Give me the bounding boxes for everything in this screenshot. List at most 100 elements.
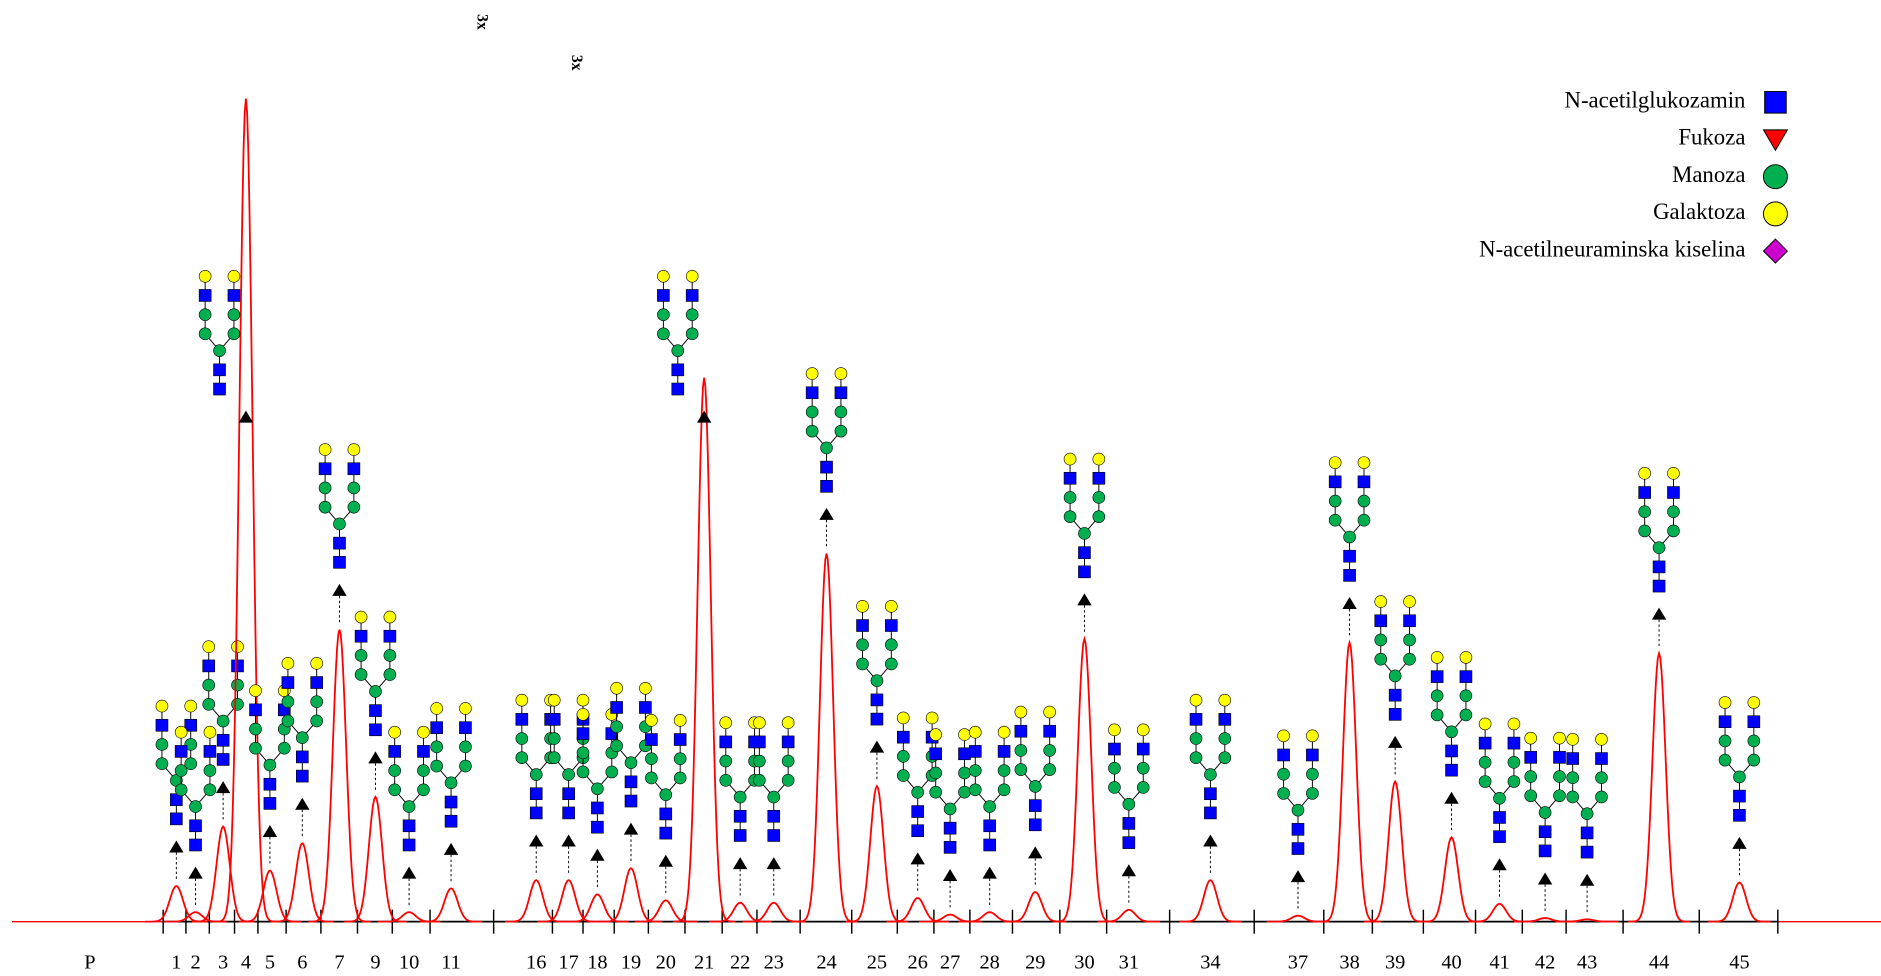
glycan-residue [1357,494,1371,508]
glycan-glcnac [369,723,382,737]
glycan-glcnac [1028,799,1042,812]
glycan-glcnac [1388,688,1402,702]
glycan-residue [216,714,230,728]
glycan-glcnac [753,735,766,749]
glycan-glcnac [1459,670,1473,683]
glycan-glcnac [1667,486,1680,499]
arrow-head [1492,858,1507,871]
glycan-residue [1277,729,1290,743]
glycan-residue [1747,753,1761,767]
glycan-glcnac [1136,742,1150,756]
peak-label: 2 [190,951,200,973]
glycan-residue [897,750,910,763]
arrow-head [1387,735,1403,748]
arrow-head [1651,607,1667,620]
glycan-glcnac [402,838,416,852]
glycan-residue [885,638,898,652]
glycan-glcnac [1733,789,1746,803]
glycan-glcnac [1388,708,1402,721]
glycan-glcnac [645,733,658,746]
glycan-residue [213,344,226,357]
glycan-glcnac [1014,724,1028,738]
glycan-glcnac [263,777,277,791]
glycan-residue [1189,751,1203,765]
glycan-glcnac [805,386,819,400]
glycan-residue [388,764,401,777]
arrow-head [623,822,639,835]
glycan-glcnac [897,730,910,744]
glycan-residue [1063,452,1077,466]
glycan-structure [281,657,323,839]
glycan-glcnac [1538,844,1552,858]
glycan-structure [174,725,217,908]
peak-label: 17 [558,951,578,973]
glycan-residue [1478,755,1492,769]
glycan-residue [231,678,244,692]
arrow-head [169,840,184,853]
glycan-residue [1638,505,1651,519]
glycan-residue [249,722,262,736]
glycan-residue [929,728,942,741]
glycan-structure [1478,717,1521,900]
glycan-glcnac [1343,569,1356,582]
glycan-glcnac [249,703,262,717]
peak-label: 42 [1535,951,1555,973]
glycan-residue [184,699,198,713]
glycan-residue [925,711,939,725]
glycan-residue [1291,803,1305,817]
glycan-glcnac [1204,787,1217,801]
glycan-structure [1108,723,1150,905]
glycan-glcnac [1078,546,1091,559]
peak-label: 40 [1441,951,1461,973]
glycan-residue [347,500,361,514]
glycan-glcnac [659,826,673,840]
peak [672,377,736,923]
glycan-residue [184,738,198,751]
glycan-residue [834,405,848,419]
glycan-structure [1277,729,1319,911]
glycan-structure [610,681,652,864]
glycan-glcnac [624,794,638,808]
glycan-residue [1445,725,1458,739]
glycan-glcnac [189,838,202,852]
glycan-glcnac [1108,742,1121,756]
glycan-residue [1063,510,1077,523]
glycan-residue [227,308,241,321]
glycan-residue [1595,790,1608,804]
glycan-residue [1403,595,1416,608]
peak-label: 22 [730,951,750,973]
peak [505,879,568,923]
glycan-glcnac [184,718,198,732]
glycan-glcnac [1343,549,1356,563]
glycan-residue [347,481,361,495]
glycan-glcnac [1189,713,1203,726]
peak-label: 44 [1649,951,1669,973]
glycan-structure [1063,452,1106,635]
glycan-residue [805,424,819,438]
glycan-glcnac [1493,811,1506,824]
glycan-residue [1566,733,1579,746]
glycan-residue [610,739,623,753]
glycan-residue [685,327,699,341]
glycan-glcnac [213,363,226,377]
peak [795,553,858,923]
glycan-glcnac [417,745,430,758]
legend-label: N-acetilglukozamin [1565,88,1747,113]
peak [634,899,697,923]
glycan-residue [281,695,295,709]
peak-label: 16 [526,951,546,973]
glycan-glcnac [1122,817,1136,830]
glycan-glcnac [733,809,747,823]
glycan-residue [430,702,443,715]
glycan-glcnac [1328,475,1342,489]
glycan-glcnac [1043,724,1056,738]
glycan-residue [1306,787,1319,800]
glycan-residue [1014,744,1028,757]
arrow-head [295,797,310,810]
glycan-structure [318,443,361,625]
glycan-glcnac [943,841,957,854]
glycan-residue [1538,806,1552,819]
glycan-residue [155,757,169,770]
glycan-residue [444,776,458,790]
glycan-residue [929,766,942,780]
